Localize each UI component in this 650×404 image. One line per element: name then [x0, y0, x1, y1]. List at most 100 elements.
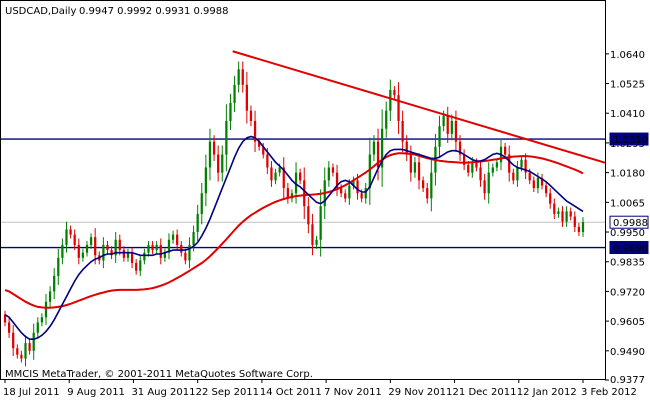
candle-body — [540, 177, 544, 186]
candle — [422, 176, 425, 192]
candle-body — [225, 120, 228, 155]
candle — [479, 161, 482, 187]
candle-body — [274, 172, 277, 181]
candle — [438, 115, 441, 158]
price-label-3: 0.9890 — [609, 241, 649, 255]
candle — [372, 135, 376, 162]
candle — [139, 255, 142, 276]
candle — [77, 238, 80, 265]
moving-averages — [4, 135, 584, 340]
candle-body — [397, 95, 400, 121]
candle-body — [135, 263, 138, 271]
candle — [57, 248, 60, 285]
candle-body — [368, 154, 371, 189]
candle — [217, 145, 220, 182]
candle — [20, 350, 23, 363]
price-label-box — [609, 132, 649, 146]
candle-body — [65, 229, 68, 245]
y-tick-label: 1.0640 — [610, 50, 645, 61]
candle — [245, 71, 248, 124]
candle — [171, 230, 175, 244]
candle-body — [360, 193, 363, 199]
ma-slow-line — [4, 152, 584, 309]
candle-body — [389, 89, 392, 111]
candle — [282, 157, 285, 199]
candle-body — [36, 322, 39, 333]
candle-body — [331, 167, 335, 173]
candle — [364, 182, 367, 204]
candle — [167, 233, 171, 260]
candle-body — [344, 193, 347, 199]
candle-body — [7, 322, 11, 333]
candle — [24, 335, 27, 367]
candle-body — [520, 159, 523, 168]
candle-body — [89, 237, 93, 245]
chart-title: USDCAD,Daily — [5, 6, 76, 17]
candle-body — [553, 203, 556, 214]
candle-body — [422, 180, 425, 189]
candle — [118, 234, 121, 256]
candle — [110, 246, 113, 260]
x-tick-label: 14 Oct 2011 — [260, 387, 322, 398]
candle — [53, 268, 56, 300]
candle — [237, 61, 240, 93]
candle — [549, 188, 552, 209]
candle — [143, 248, 146, 265]
candle — [413, 157, 417, 178]
candle-body — [565, 211, 568, 222]
candle-body — [262, 146, 265, 155]
x-tick-label: 22 Sep 2011 — [196, 387, 259, 398]
candle-body — [278, 167, 281, 173]
price-label-text: 0.9890 — [613, 244, 648, 255]
y-tick-label: 0.9720 — [610, 287, 645, 298]
candle — [69, 225, 72, 239]
candle — [36, 317, 39, 338]
candle-body — [335, 172, 339, 189]
candle-body — [200, 193, 203, 214]
candle-body — [245, 84, 248, 111]
candle-body — [393, 89, 396, 96]
y-tick-label: 1.0065 — [610, 198, 645, 209]
candle — [393, 86, 396, 100]
candle-body — [557, 211, 560, 214]
candle-body — [188, 244, 191, 261]
candle-body — [69, 229, 72, 235]
candle — [368, 137, 371, 205]
candle-body — [258, 141, 261, 147]
candle-body — [458, 141, 462, 155]
candle — [458, 135, 462, 162]
y-tick-label: 0.9490 — [610, 347, 645, 358]
candle — [200, 182, 203, 225]
candle-body — [315, 239, 318, 245]
candle — [401, 110, 404, 152]
candle — [553, 198, 556, 220]
candle-body — [512, 172, 515, 181]
candle-body — [462, 154, 466, 165]
candle-body — [130, 252, 134, 264]
candle-body — [417, 162, 421, 181]
candle-body — [376, 141, 380, 168]
candle-body — [16, 348, 19, 355]
candle — [126, 248, 130, 262]
candle — [249, 105, 253, 127]
price-label-text: 1.0310 — [613, 135, 648, 146]
candle — [102, 237, 105, 269]
candle — [577, 222, 581, 236]
candle-body — [327, 167, 330, 181]
candle — [573, 211, 576, 233]
candle — [430, 159, 433, 212]
candle-body — [544, 185, 548, 194]
candle-body — [229, 102, 232, 121]
candle-body — [114, 239, 117, 256]
candle-body — [426, 188, 429, 199]
candle-body — [467, 164, 470, 173]
candle — [544, 181, 548, 198]
candle-body — [491, 167, 494, 173]
candle-body — [356, 180, 359, 194]
price-label-box — [609, 215, 649, 229]
candle-body — [151, 244, 154, 251]
candle — [512, 168, 515, 185]
candle-body — [405, 141, 408, 155]
candle — [135, 259, 138, 275]
